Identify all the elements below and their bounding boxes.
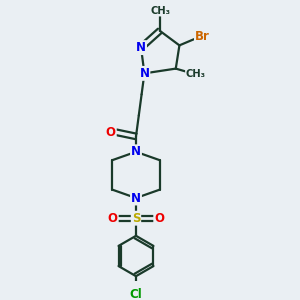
Text: CH₃: CH₃: [150, 6, 170, 16]
Text: O: O: [108, 212, 118, 225]
Text: S: S: [132, 212, 140, 225]
Text: N: N: [131, 145, 141, 158]
Text: N: N: [140, 67, 149, 80]
Text: Br: Br: [195, 31, 210, 44]
Text: O: O: [106, 126, 116, 139]
Text: CH₃: CH₃: [186, 69, 206, 79]
Text: O: O: [154, 212, 164, 225]
Text: N: N: [136, 41, 146, 54]
Text: N: N: [131, 191, 141, 205]
Text: Cl: Cl: [130, 288, 142, 300]
